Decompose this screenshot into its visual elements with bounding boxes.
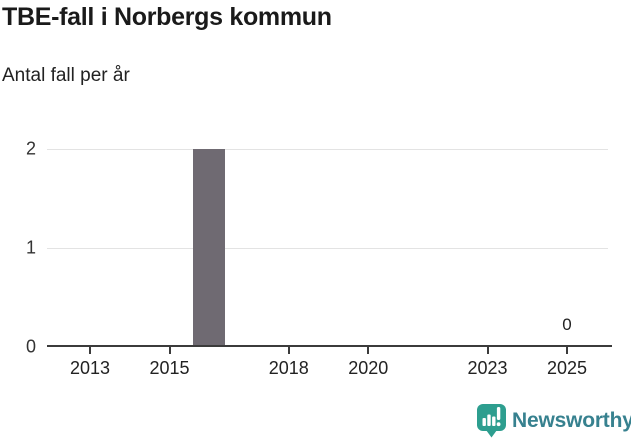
x-tick-label-2013: 2013 (69, 358, 111, 378)
y-tick-label-2: 2 (25, 138, 36, 159)
x-tick-label-2023: 2023 (467, 358, 508, 378)
bar-2016 (193, 149, 226, 347)
x-tick-2023 (486, 347, 489, 354)
x-tick-2025 (566, 347, 568, 354)
x-tick-label-2018: 2018 (268, 358, 309, 378)
y-tick-label-1: 1 (25, 237, 36, 258)
y-tick-label-0: 0 (25, 336, 36, 357)
gridline-y-1 (47, 248, 608, 249)
brand-footer: Newsworthy (477, 404, 631, 438)
x-tick-2013 (89, 347, 91, 354)
newsworthy-logo-icon (477, 404, 506, 438)
x-tick-label-2020: 2020 (348, 358, 389, 378)
brand-name: Newsworthy (512, 409, 631, 432)
x-tick-2015 (168, 347, 171, 354)
x-axis-line (47, 345, 612, 347)
chart-title: TBE-fall i Norbergs kommun (2, 3, 332, 31)
x-tick-label-2015: 2015 (149, 358, 190, 378)
chart-subtitle: Antal fall per år (2, 65, 130, 86)
x-tick-label-2025: 2025 (546, 358, 588, 378)
x-tick-2020 (367, 347, 370, 354)
gridline-y-2 (47, 149, 608, 150)
x-tick-2018 (287, 347, 290, 354)
bar-value-label-2025: 0 (562, 315, 572, 334)
